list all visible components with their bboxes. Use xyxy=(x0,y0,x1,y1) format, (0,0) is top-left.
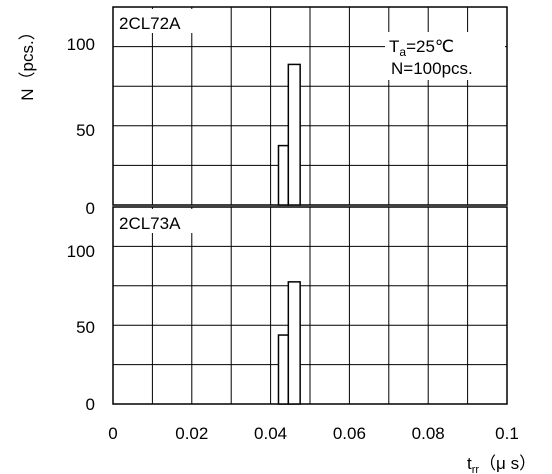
histogram-bar xyxy=(287,281,301,405)
panel-title-background xyxy=(117,209,227,233)
panel-title: 2CL73A xyxy=(119,214,181,233)
y-tick-label: 100 xyxy=(67,35,95,54)
y-axis-label: N（pcs.） xyxy=(18,23,37,100)
histogram-bar xyxy=(277,334,290,405)
n-condition: N=100pcs. xyxy=(391,59,473,78)
x-tick-label: 0.06 xyxy=(333,424,366,443)
y-tick-label: 100 xyxy=(67,242,95,261)
x-axis-label-main: t xyxy=(467,454,472,473)
y-tick-label: 50 xyxy=(76,318,95,337)
x-tick-label: 0 xyxy=(108,424,117,443)
x-tick-label: 0.04 xyxy=(254,424,287,443)
y-tick-label: 50 xyxy=(76,121,95,140)
x-tick-label: 0.02 xyxy=(175,424,208,443)
ta-main: T xyxy=(389,37,399,56)
plot-frame xyxy=(112,206,508,405)
panel-title: 2CL72A xyxy=(119,14,181,33)
x-axis-label-sub: rr xyxy=(472,464,480,474)
panel-1: 2CL72A 0 50 100 xyxy=(67,6,508,218)
histogram-bar xyxy=(277,144,290,206)
x-tick-label: 0.08 xyxy=(412,424,445,443)
y-tick-label: 0 xyxy=(86,199,95,218)
x-tick-label: 0.1 xyxy=(495,424,519,443)
x-tick-labels: 0 0.02 0.04 0.06 0.08 0.1 xyxy=(108,424,519,443)
ta-condition: Ta=25℃ xyxy=(389,37,454,59)
plot-frame xyxy=(112,6,508,206)
y-tick-label: 0 xyxy=(86,395,95,414)
conditions-background xyxy=(385,32,505,80)
panel-2: 2CL73A 0 50 100 xyxy=(67,206,508,414)
x-axis-label: trr（μ s） xyxy=(467,454,536,474)
x-axis-label-unit: （μ s） xyxy=(479,454,536,473)
ta-sub: a xyxy=(399,45,406,59)
ta-value: =25℃ xyxy=(406,37,454,56)
panels: 2CL72A 0 50 100 2CL73A 0 50 100 xyxy=(67,6,508,414)
histogram-bar xyxy=(287,63,301,206)
panel-title-background xyxy=(117,9,227,33)
conditions-box: Ta=25℃ N=100pcs. xyxy=(389,37,473,78)
